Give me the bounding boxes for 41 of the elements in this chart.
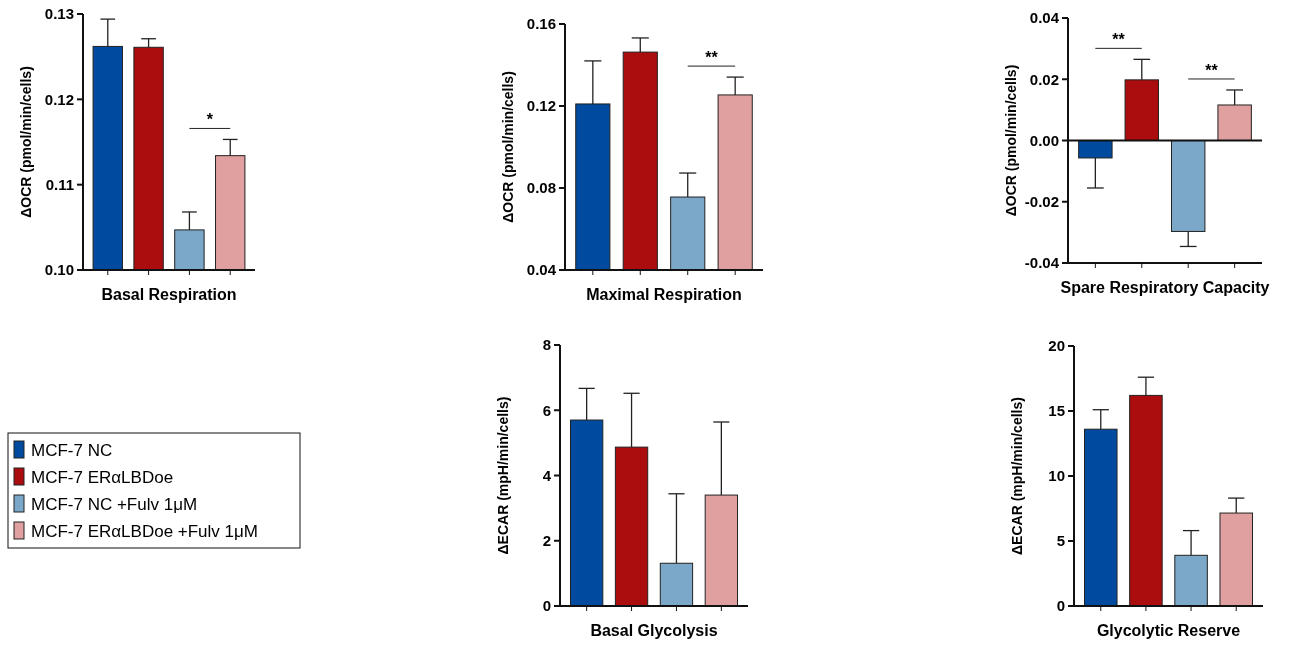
y-tick-label: 0.11 [45, 175, 74, 193]
annotation: ** [705, 49, 719, 67]
annotation: ** [1112, 31, 1126, 49]
y-tick-label: 0.12 [44, 90, 74, 108]
x-axis-title: Glycolytic Reserve [1096, 622, 1241, 639]
annotation: * [206, 111, 214, 129]
y-tick-label: 8 [542, 336, 551, 354]
y-axis-title: ΔOCR (pmol/min/cells) [1003, 64, 1019, 217]
y-tick-label: 20 [1048, 337, 1065, 355]
y-tick-label: 15 [1048, 402, 1065, 420]
y-axis-title: ΔECAR (mpH/min/cells) [495, 396, 511, 555]
y-tick-label: 0.04 [1029, 9, 1060, 27]
y-tick-label: 0.12 [526, 97, 556, 115]
y-tick-label: 0 [542, 597, 551, 615]
y-tick-label: 2 [542, 532, 551, 549]
y-tick-label: 0.00 [1029, 131, 1059, 149]
y-tick-label: 0.10 [44, 261, 74, 279]
y-tick-label: 0.04 [526, 261, 557, 279]
y-tick-label: -0.04 [1024, 254, 1060, 272]
y-axis-title: ΔECAR (mpH/min/cells) [1009, 397, 1025, 555]
y-axis-title: ΔOCR (pmol/min/cells) [18, 66, 34, 218]
y-axis-title: ΔOCR (pmol/min/cells) [500, 71, 516, 223]
legend-label: MCF-7 NC +Fulv 1μM [31, 494, 198, 514]
legend-label: MCF-7 ERαLBDoe +Fulv 1μM [31, 521, 258, 541]
y-tick-label: 0.08 [526, 179, 556, 197]
x-axis-title: Basal Glycolysis [590, 622, 718, 639]
legend-label: MCF-7 NC [31, 440, 113, 460]
y-tick-label: 6 [542, 401, 551, 419]
y-tick-label: 4 [542, 466, 552, 484]
legend-label: MCF-7 ERαLBDoe [31, 467, 174, 487]
x-axis-title: Maximal Respiration [586, 286, 742, 303]
y-tick-label: 0.16 [526, 15, 556, 33]
y-tick-label: 0 [1056, 597, 1065, 615]
y-tick-label: 5 [1056, 532, 1065, 550]
y-tick-label: 0.13 [44, 5, 74, 23]
annotation: ** [1205, 61, 1219, 79]
x-axis-title: Spare Respiratory Capacity [1060, 279, 1270, 296]
y-tick-label: 10 [1048, 467, 1065, 485]
y-tick-label: -0.02 [1024, 193, 1059, 210]
y-tick-label: 0.02 [1029, 70, 1059, 88]
x-axis-title: Basal Respiration [101, 286, 237, 303]
